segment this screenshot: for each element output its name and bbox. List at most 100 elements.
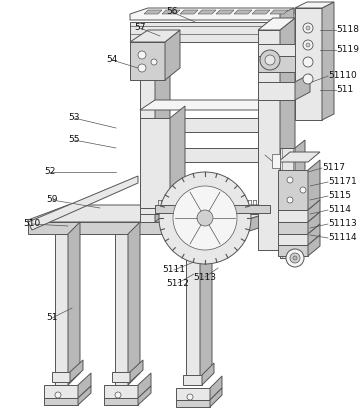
Polygon shape bbox=[295, 2, 334, 8]
Polygon shape bbox=[130, 360, 143, 382]
Polygon shape bbox=[130, 42, 165, 80]
Polygon shape bbox=[258, 44, 295, 56]
Text: 52: 52 bbox=[44, 168, 56, 176]
Text: 5113: 5113 bbox=[194, 272, 216, 282]
Polygon shape bbox=[28, 176, 138, 230]
Text: 51114: 51114 bbox=[328, 233, 356, 243]
Circle shape bbox=[115, 392, 121, 398]
Circle shape bbox=[303, 57, 313, 67]
Polygon shape bbox=[78, 386, 91, 405]
Text: 5118: 5118 bbox=[336, 25, 359, 35]
Polygon shape bbox=[183, 375, 202, 385]
Polygon shape bbox=[104, 398, 138, 405]
Polygon shape bbox=[165, 30, 180, 80]
Circle shape bbox=[173, 186, 237, 250]
Circle shape bbox=[151, 59, 157, 65]
Polygon shape bbox=[138, 386, 151, 405]
Text: 5114: 5114 bbox=[328, 206, 351, 215]
Circle shape bbox=[159, 172, 251, 264]
Text: 57: 57 bbox=[134, 23, 146, 32]
Polygon shape bbox=[140, 48, 155, 222]
Polygon shape bbox=[258, 56, 295, 72]
Text: 511: 511 bbox=[336, 86, 353, 94]
Text: 54: 54 bbox=[106, 55, 118, 64]
Polygon shape bbox=[144, 10, 162, 14]
Circle shape bbox=[290, 253, 300, 263]
Polygon shape bbox=[130, 30, 180, 42]
Text: 51: 51 bbox=[46, 314, 58, 322]
Polygon shape bbox=[186, 234, 200, 385]
Text: 5111: 5111 bbox=[163, 265, 186, 275]
Circle shape bbox=[303, 23, 313, 33]
Polygon shape bbox=[278, 234, 308, 245]
Polygon shape bbox=[278, 245, 308, 256]
Polygon shape bbox=[44, 385, 78, 398]
Polygon shape bbox=[200, 222, 212, 385]
Polygon shape bbox=[258, 30, 280, 250]
Circle shape bbox=[138, 51, 146, 59]
Text: 5119: 5119 bbox=[336, 45, 359, 54]
Polygon shape bbox=[280, 148, 295, 258]
Text: 51171: 51171 bbox=[328, 178, 357, 186]
Polygon shape bbox=[140, 118, 268, 132]
Polygon shape bbox=[140, 118, 170, 208]
Polygon shape bbox=[68, 222, 80, 385]
Polygon shape bbox=[295, 140, 305, 258]
Polygon shape bbox=[112, 372, 130, 382]
Circle shape bbox=[303, 74, 313, 84]
Polygon shape bbox=[140, 100, 283, 110]
Polygon shape bbox=[308, 212, 320, 234]
Polygon shape bbox=[322, 2, 334, 120]
Polygon shape bbox=[258, 82, 295, 100]
Text: 510: 510 bbox=[23, 220, 41, 228]
Polygon shape bbox=[308, 224, 320, 245]
Polygon shape bbox=[44, 398, 78, 405]
Circle shape bbox=[287, 197, 293, 203]
Polygon shape bbox=[295, 8, 322, 120]
Polygon shape bbox=[70, 360, 83, 382]
Circle shape bbox=[187, 394, 193, 400]
Polygon shape bbox=[130, 22, 280, 42]
Circle shape bbox=[306, 43, 310, 47]
Circle shape bbox=[197, 210, 213, 226]
Circle shape bbox=[138, 64, 146, 72]
Text: 5112: 5112 bbox=[167, 278, 190, 287]
Polygon shape bbox=[272, 154, 280, 168]
Polygon shape bbox=[138, 373, 151, 398]
Circle shape bbox=[306, 26, 310, 30]
Circle shape bbox=[287, 177, 293, 183]
Polygon shape bbox=[162, 10, 180, 14]
Polygon shape bbox=[308, 160, 320, 210]
Polygon shape bbox=[270, 10, 288, 14]
Polygon shape bbox=[216, 10, 234, 14]
Circle shape bbox=[55, 392, 61, 398]
Polygon shape bbox=[140, 148, 268, 162]
Circle shape bbox=[260, 50, 280, 70]
Text: 59: 59 bbox=[46, 196, 58, 205]
Polygon shape bbox=[198, 10, 216, 14]
Polygon shape bbox=[268, 138, 283, 162]
Polygon shape bbox=[55, 234, 68, 385]
Polygon shape bbox=[104, 385, 138, 398]
Polygon shape bbox=[280, 18, 295, 250]
Polygon shape bbox=[234, 10, 252, 14]
Polygon shape bbox=[308, 200, 320, 222]
Polygon shape bbox=[260, 195, 275, 214]
Polygon shape bbox=[28, 222, 240, 234]
Polygon shape bbox=[240, 214, 265, 234]
Polygon shape bbox=[78, 373, 91, 398]
Polygon shape bbox=[268, 108, 283, 132]
Text: 51113: 51113 bbox=[328, 220, 357, 228]
Text: 53: 53 bbox=[68, 114, 80, 122]
Circle shape bbox=[265, 55, 275, 65]
Text: 55: 55 bbox=[68, 136, 80, 144]
Circle shape bbox=[303, 40, 313, 50]
Polygon shape bbox=[28, 205, 265, 222]
Polygon shape bbox=[278, 152, 320, 162]
Polygon shape bbox=[115, 234, 128, 385]
Polygon shape bbox=[155, 205, 270, 213]
Text: 5115: 5115 bbox=[328, 191, 351, 201]
Polygon shape bbox=[128, 222, 140, 385]
Circle shape bbox=[300, 187, 306, 193]
Polygon shape bbox=[140, 205, 260, 214]
